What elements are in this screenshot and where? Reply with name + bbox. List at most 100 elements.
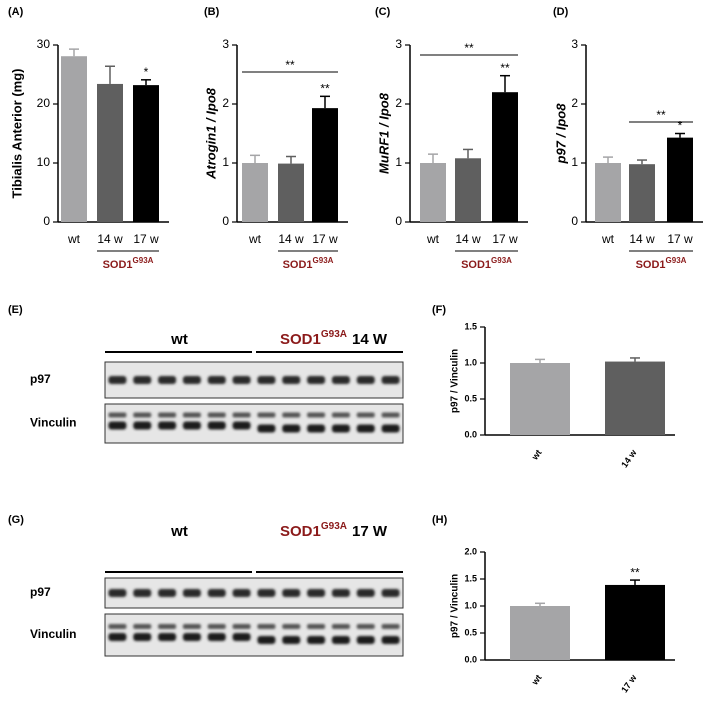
band: [307, 624, 326, 629]
group-label: SOD1G93A: [636, 256, 687, 271]
band: [307, 589, 326, 597]
x-tick-label: 17 w: [619, 672, 639, 695]
y-tick-label: 1: [395, 155, 402, 169]
x-tick-label: 17 w: [667, 232, 693, 246]
bar: [61, 56, 87, 223]
y-tick-label: 2.0: [464, 546, 477, 556]
bar: [312, 108, 338, 222]
band: [182, 376, 201, 384]
error-bar: [320, 95, 330, 109]
y-tick-label: 0.0: [464, 654, 477, 664]
band: [356, 636, 375, 644]
band: [207, 624, 226, 629]
x-tick-label: 17 w: [492, 232, 518, 246]
band: [307, 424, 326, 433]
blot: [104, 613, 404, 657]
panel-label: (G): [8, 514, 24, 526]
error-bar: [630, 579, 640, 585]
x-tick-label: wt: [426, 232, 440, 246]
band: [282, 589, 301, 597]
significance: **: [500, 61, 510, 75]
group-label: SOD1G93A 14 W: [280, 329, 388, 348]
error-bar: [428, 153, 438, 163]
error-bar: [250, 154, 260, 163]
band: [207, 421, 226, 430]
band: [331, 376, 350, 384]
band: [207, 633, 226, 641]
y-tick-label: 1.0: [464, 600, 477, 610]
bracket-label: **: [656, 108, 666, 122]
group-label: SOD1G93A: [461, 256, 512, 271]
band: [133, 633, 152, 641]
band: [108, 589, 127, 597]
band: [232, 376, 251, 384]
bar: [595, 163, 621, 222]
bar: [605, 361, 665, 435]
band: [282, 412, 301, 418]
band: [356, 624, 375, 629]
band: [381, 424, 400, 433]
band: [307, 412, 326, 418]
x-tick-label: 14 w: [455, 232, 481, 246]
row-label: p97: [30, 585, 51, 599]
bar: [629, 164, 655, 222]
band: [356, 412, 375, 418]
x-tick-label: 17 w: [312, 232, 338, 246]
blot: [104, 403, 404, 444]
row-label: Vinculin: [30, 627, 76, 641]
panel-label: (E): [8, 304, 23, 316]
band: [232, 633, 251, 641]
band: [257, 376, 276, 384]
group-label: wt: [170, 331, 188, 348]
bar: [605, 584, 665, 660]
band: [257, 589, 276, 597]
y-axis-label: Atrogin1 / Ipo8: [203, 87, 218, 180]
group-name: SOD1: [461, 259, 491, 271]
panel-label: (H): [432, 514, 448, 526]
band: [207, 376, 226, 384]
band: [331, 424, 350, 433]
group-label: SOD1G93A 17 W: [280, 521, 388, 540]
y-tick-label: 20: [37, 96, 51, 110]
group-label: wt: [170, 523, 188, 540]
band: [257, 412, 276, 418]
bar: [510, 363, 570, 435]
band: [331, 636, 350, 644]
group-superscript: G93A: [133, 256, 154, 265]
group-name: SOD1: [103, 259, 133, 271]
band: [182, 421, 201, 430]
bar: [455, 158, 481, 222]
band: [331, 624, 350, 629]
error-bar: [535, 602, 545, 606]
blot: [104, 361, 404, 399]
bar: [667, 137, 693, 222]
significance: *: [678, 119, 683, 133]
significance: **: [630, 565, 640, 579]
x-tick-label: 14 w: [97, 232, 123, 246]
band: [381, 376, 400, 384]
band: [182, 624, 201, 629]
error-bar: [141, 79, 151, 86]
group-superscript: G93A: [321, 329, 347, 340]
x-tick-label: wt: [529, 673, 544, 688]
band: [108, 421, 127, 430]
band: [182, 412, 201, 418]
y-axis-label: p97 / Vinculin: [450, 349, 461, 413]
panel-label: (A): [8, 6, 24, 18]
y-axis-label: p97 / Vinculin: [450, 574, 461, 638]
y-tick-label: 1.5: [464, 573, 477, 583]
bar: [420, 163, 446, 222]
bar: [278, 163, 304, 222]
y-tick-label: 2: [571, 96, 578, 110]
band: [158, 412, 177, 418]
band: [158, 421, 177, 430]
x-tick-label: 14 w: [619, 447, 639, 470]
error-bar: [69, 48, 79, 57]
y-tick-label: 2: [222, 96, 229, 110]
panel-label: (C): [375, 6, 391, 18]
band: [133, 421, 152, 430]
error-bar: [675, 132, 685, 138]
band: [232, 589, 251, 597]
group-superscript: G93A: [313, 256, 334, 265]
y-axis-label: MuRF1 / Ipo8: [376, 92, 391, 174]
